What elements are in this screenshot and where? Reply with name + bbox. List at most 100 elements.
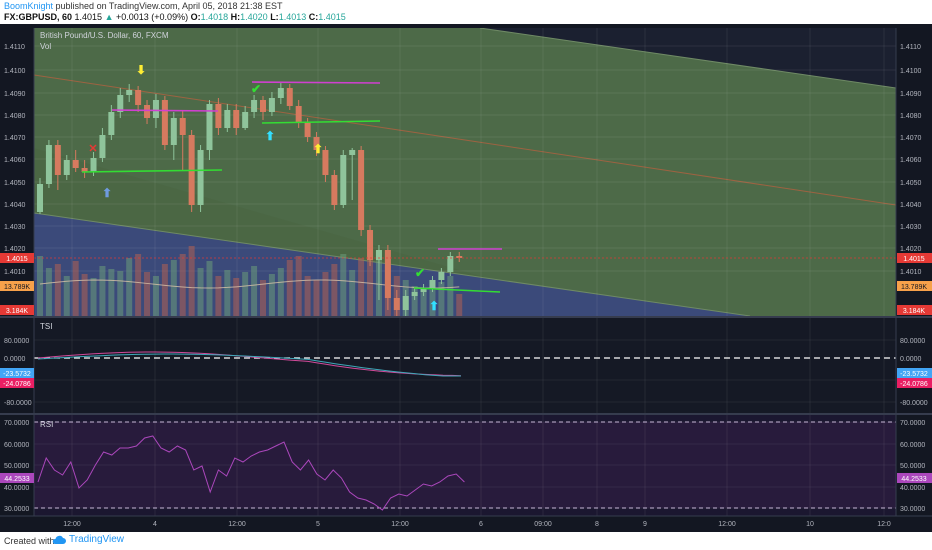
price-tick-left: 1.4060	[4, 157, 26, 164]
volume-bar	[331, 264, 338, 316]
volume-bar	[206, 261, 213, 316]
regression-channel[interactable]	[34, 28, 896, 316]
candle[interactable]	[206, 100, 213, 160]
candle[interactable]	[108, 105, 115, 140]
volume-bar	[224, 270, 231, 316]
candle[interactable]	[358, 146, 365, 236]
candle[interactable]	[313, 132, 320, 156]
tsi-pane-bg	[34, 318, 896, 413]
candle[interactable]	[322, 146, 329, 182]
candle[interactable]	[260, 96, 266, 120]
candle[interactable]	[117, 88, 124, 118]
candle[interactable]	[161, 96, 168, 150]
time-axis[interactable]: 12:00 4 12:00 5 12:00 6 09:00 8 9 12:00 10 12:0	[63, 521, 891, 528]
time-tick: 12:00	[391, 521, 409, 528]
candle[interactable]	[144, 100, 151, 124]
vol-badge-left-text: 13.789K	[4, 284, 30, 291]
resistance-line-2[interactable]	[251, 81, 381, 84]
candle[interactable]	[438, 268, 445, 284]
candle[interactable]	[63, 155, 70, 180]
candle[interactable]	[170, 112, 177, 160]
candle[interactable]	[215, 98, 222, 135]
symbol-label[interactable]: FX:GBPUSD, 60	[4, 12, 73, 22]
chart-frame[interactable]: ⬇ ✕ ⬆ ✔ ⬆ ⬆ ✔ ⬆ British Pound/U.S. Dolla…	[0, 24, 932, 532]
candle[interactable]	[268, 92, 275, 116]
candle[interactable]	[456, 252, 463, 262]
arrow-up-icon[interactable]: ⬆	[265, 129, 275, 143]
volume-bar	[429, 290, 436, 316]
candle[interactable]	[135, 86, 142, 112]
volume-bar	[340, 254, 347, 316]
price-badge-left	[0, 253, 34, 263]
volume-bar	[170, 260, 177, 316]
rsi-tick-right: 60.0000	[900, 442, 925, 449]
candle[interactable]	[393, 290, 400, 316]
candle[interactable]	[81, 160, 88, 178]
publish-line: BoomKnight published on TradingView.com,…	[4, 1, 283, 11]
time-tick: 12:00	[718, 521, 736, 528]
arrow-up-icon[interactable]: ⬆	[313, 142, 323, 156]
volume-bar	[90, 278, 97, 316]
price-tick-right: 1.4010	[900, 269, 922, 276]
candle[interactable]	[447, 252, 454, 276]
price-tick-right: 1.4020	[900, 246, 922, 253]
rsi-badge-left-text: 44.2533	[4, 476, 29, 483]
tradingview-logo-link[interactable]: TradingView	[52, 534, 124, 545]
candle[interactable]	[37, 178, 43, 214]
drawings[interactable]	[81, 81, 502, 293]
chart-canvas[interactable]: ⬇ ✕ ⬆ ✔ ⬆ ⬆ ✔ ⬆ British Pound/U.S. Dolla…	[0, 24, 932, 532]
arrow-down-icon[interactable]: ⬇	[136, 63, 146, 77]
support-line-3[interactable]	[413, 287, 501, 293]
candle[interactable]	[179, 110, 186, 170]
candle[interactable]	[420, 284, 427, 296]
candle[interactable]	[233, 104, 240, 135]
candle[interactable]	[331, 170, 338, 210]
resistance-line-1[interactable]	[111, 109, 219, 112]
candle[interactable]	[54, 140, 61, 190]
candle[interactable]	[277, 82, 284, 104]
tsi-label: TSI	[40, 322, 52, 331]
candle[interactable]	[251, 95, 258, 118]
candle[interactable]	[197, 145, 204, 212]
candle[interactable]	[340, 150, 347, 208]
price-axes[interactable]: 1.4110 1.4110 1.4100 1.4100 1.4090 1.4090 1.40…	[4, 44, 928, 513]
candle[interactable]	[384, 245, 391, 310]
check-icon[interactable]: ✔	[251, 82, 261, 96]
cross-icon[interactable]: ✕	[88, 143, 97, 155]
candle[interactable]	[375, 245, 382, 300]
tsi-badge-left-1	[0, 368, 34, 378]
candle[interactable]	[242, 106, 249, 130]
tradingview-brand: TradingView	[69, 534, 125, 545]
candle[interactable]	[349, 148, 356, 200]
price-tick-left: 1.4010	[4, 269, 26, 276]
candle[interactable]	[224, 104, 231, 132]
volume-bar	[295, 256, 302, 316]
footer: Created with TradingView	[0, 532, 932, 550]
candle[interactable]	[411, 288, 418, 300]
arrow-up-icon[interactable]: ⬆	[102, 186, 112, 200]
candle[interactable]	[99, 128, 106, 162]
candle[interactable]	[295, 100, 302, 128]
vol-badge-left	[0, 281, 34, 291]
signal-markers[interactable]: ⬇ ✕ ⬆ ✔ ⬆ ⬆ ✔ ⬆	[88, 63, 439, 313]
support-line-2[interactable]	[261, 120, 381, 124]
price-tick-right: 1.4080	[900, 113, 922, 120]
candle[interactable]	[286, 84, 293, 110]
candle[interactable]	[72, 150, 79, 172]
time-tick: 4	[153, 521, 157, 528]
price-tick-left: 1.4110	[4, 44, 25, 51]
volume-bar	[63, 276, 70, 316]
candle[interactable]	[45, 140, 52, 188]
arrow-up-icon[interactable]: ⬆	[429, 299, 439, 313]
price-tick-right: 1.4100	[900, 68, 922, 75]
author-link[interactable]: BoomKnight	[4, 1, 54, 11]
volume-bar	[152, 276, 159, 316]
rsi-tick-right: 40.0000	[900, 485, 925, 492]
candle[interactable]	[367, 225, 374, 266]
volume-bar	[161, 264, 168, 316]
check-icon[interactable]: ✔	[415, 266, 425, 280]
support-line-1[interactable]	[81, 169, 223, 173]
candle[interactable]	[402, 290, 409, 316]
time-tick: 8	[595, 521, 599, 528]
candle[interactable]	[126, 84, 133, 102]
